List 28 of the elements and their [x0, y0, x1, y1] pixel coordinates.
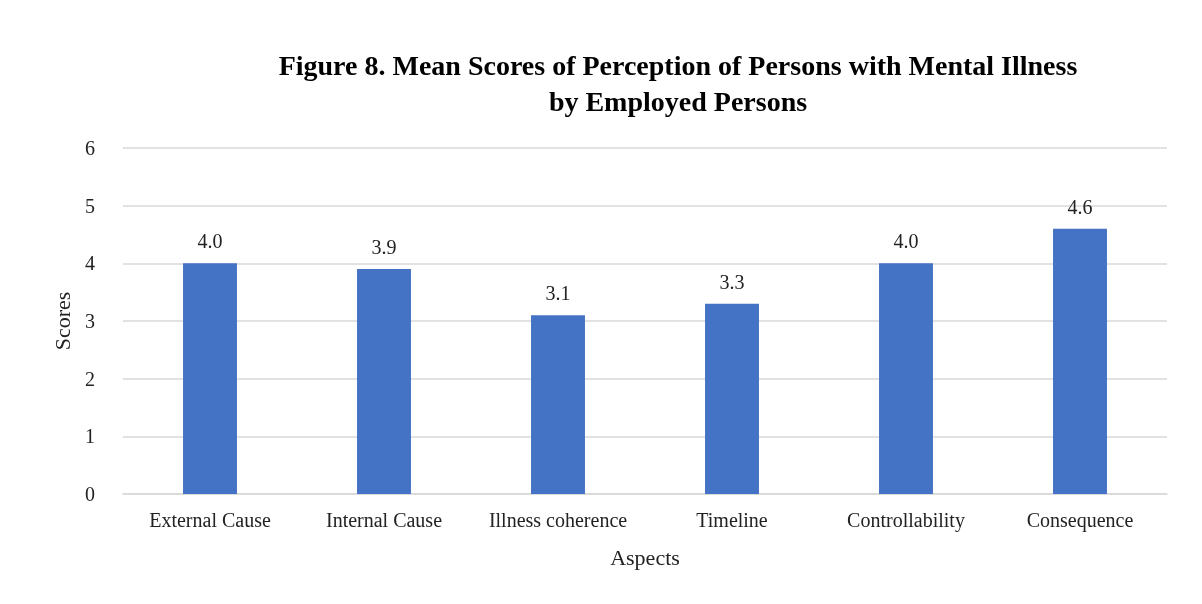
data-label: 3.9	[371, 236, 397, 259]
bar	[531, 315, 585, 494]
bar	[879, 263, 933, 494]
y-tick-label: 1	[85, 425, 95, 448]
data-label: 3.1	[545, 282, 571, 305]
x-tick-label: Controllability	[847, 509, 965, 532]
data-label: 3.3	[719, 270, 745, 293]
y-tick-label: 6	[85, 137, 95, 159]
y-tick-label: 0	[85, 483, 95, 505]
data-label: 4.6	[1067, 195, 1093, 218]
x-tick-label: Illness coherence	[488, 509, 628, 531]
x-tick-label: External Cause	[149, 509, 271, 531]
bar	[357, 269, 411, 494]
data-label: 4.0	[893, 230, 919, 253]
y-tick-label: 4	[85, 252, 95, 275]
y-tick-label: 2	[85, 367, 95, 390]
bar	[705, 303, 759, 494]
x-axis-title: Aspects	[610, 544, 680, 570]
y-tick-label: 3	[85, 310, 95, 332]
bar	[183, 263, 237, 494]
x-tick-label: Consequence	[1026, 509, 1134, 532]
x-tick-label: Timeline	[696, 509, 768, 531]
chart-title: Figure 8. Mean Scores of Perception of Persons with Mental Illness by Employed Persons	[278, 49, 1078, 117]
bar	[1053, 228, 1107, 494]
data-label: 4.0	[197, 230, 223, 253]
y-tick-label: 5	[85, 194, 95, 217]
x-tick-label: Internal Cause	[325, 509, 443, 531]
y-axis-title: Scores	[49, 291, 75, 351]
